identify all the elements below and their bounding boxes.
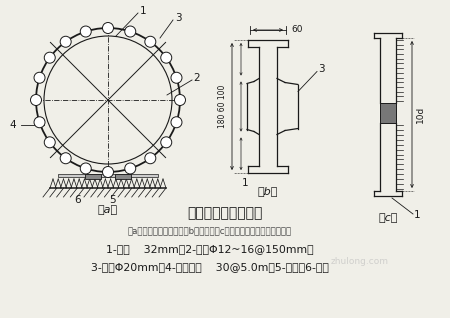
Text: 4: 4: [10, 120, 16, 130]
Circle shape: [161, 52, 172, 63]
Circle shape: [145, 153, 156, 164]
Text: （b）: （b）: [258, 186, 278, 196]
Circle shape: [171, 72, 182, 83]
Bar: [380, 103, 396, 123]
Circle shape: [60, 36, 71, 47]
Circle shape: [80, 163, 91, 174]
Text: 10d: 10d: [416, 106, 425, 123]
Circle shape: [125, 163, 136, 174]
Bar: [58, 174, 158, 177]
Circle shape: [103, 23, 113, 33]
Circle shape: [44, 137, 55, 148]
Text: 5: 5: [110, 195, 116, 205]
Circle shape: [31, 94, 41, 106]
Text: 3: 3: [318, 65, 324, 74]
Text: 3-耳环Φ20mm；4-加劲支撑    30@5.0m；5-轻轨；6-枕木: 3-耳环Φ20mm；4-加劲支撑 30@5.0m；5-轻轨；6-枕木: [91, 262, 329, 272]
Circle shape: [34, 72, 45, 83]
Text: 1: 1: [140, 6, 147, 16]
Text: 1: 1: [414, 210, 421, 220]
Text: 180 60 100: 180 60 100: [218, 85, 227, 128]
Circle shape: [60, 153, 71, 164]
Text: （a）: （a）: [98, 205, 118, 215]
Text: 1-主筋    32mm；2-箍筋Φ12~16@150mm；: 1-主筋 32mm；2-箍筋Φ12~16@150mm；: [106, 244, 314, 254]
Text: （a）钢筋笼加固成型；（b）耳环；（c）上下段钢筋笼主筋对焊连接: （a）钢筋笼加固成型；（b）耳环；（c）上下段钢筋笼主筋对焊连接: [128, 226, 292, 236]
Circle shape: [80, 26, 91, 37]
Circle shape: [161, 137, 172, 148]
Circle shape: [44, 52, 55, 63]
Bar: [85, 174, 101, 179]
Text: 60: 60: [291, 25, 302, 34]
Circle shape: [171, 117, 182, 128]
Circle shape: [34, 117, 45, 128]
Circle shape: [145, 36, 156, 47]
Text: 2: 2: [193, 73, 200, 83]
Text: 钢筋笼的成型与加固: 钢筋笼的成型与加固: [187, 206, 263, 220]
Text: zhulong.com: zhulong.com: [331, 257, 389, 266]
Text: （c）: （c）: [378, 213, 398, 223]
Bar: [115, 174, 131, 179]
Circle shape: [125, 26, 136, 37]
Text: 3: 3: [175, 13, 182, 23]
Circle shape: [175, 94, 185, 106]
Text: 6: 6: [75, 195, 81, 205]
Text: 1: 1: [242, 178, 248, 188]
Circle shape: [103, 167, 113, 177]
